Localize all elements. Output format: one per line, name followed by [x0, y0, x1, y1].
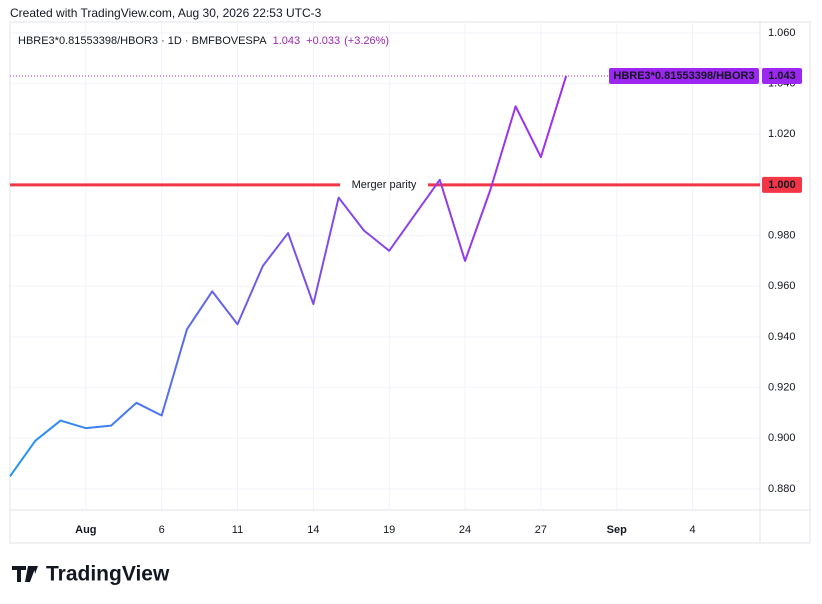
x-tick-label: 4 [689, 524, 695, 536]
merger-tag-label: 1.000 [768, 179, 796, 191]
y-tick-label: 1.060 [768, 27, 796, 39]
x-tick-label: Aug [75, 524, 96, 536]
x-tick-label: 19 [383, 524, 395, 536]
legend-symbol: HBRE3*0.81553398/HBOR3 · 1D · BMFBOVESPA [18, 35, 267, 47]
x-tick-label: 27 [535, 524, 547, 536]
price-line [9, 75, 568, 477]
series-name-label: HBRE3*0.81553398/HBOR3 [613, 70, 754, 82]
logo-icon [12, 566, 38, 582]
x-tick-label: 6 [159, 524, 165, 536]
created-note: Created with TradingView.com, Aug 30, 20… [10, 6, 322, 20]
y-tick-label: 0.940 [768, 331, 796, 343]
y-tick-label: 0.900 [768, 432, 796, 444]
x-tick-label: 24 [459, 524, 471, 536]
legend-last: 1.043 [273, 35, 301, 47]
merger-label-bg [340, 176, 428, 193]
y-tick-label: 0.980 [768, 230, 796, 242]
x-tick-label: 11 [232, 524, 243, 536]
y-tick-label: 1.020 [768, 128, 796, 140]
legend-change: +0.033 [306, 35, 340, 47]
last-price-tag [762, 67, 802, 84]
x-tick-label: Sep [607, 524, 627, 536]
y-tick-label: 0.920 [768, 382, 796, 394]
legend-change-pct: (+3.26%) [344, 35, 389, 47]
y-tick-label: 0.960 [768, 280, 796, 292]
y-tick-label: 0.880 [768, 483, 796, 495]
logo-text: TradingView [46, 563, 170, 586]
logo: TradingView [12, 563, 170, 586]
legend: HBRE3*0.81553398/HBOR3 · 1D · BMFBOVESPA… [18, 35, 389, 47]
merger-tag [762, 176, 802, 193]
merger-label: Merger parity [352, 179, 417, 191]
last-price-label: 1.043 [768, 70, 796, 82]
series-name-tag [609, 67, 759, 84]
x-tick-label: 14 [307, 524, 319, 536]
pane-frame [9, 21, 811, 544]
